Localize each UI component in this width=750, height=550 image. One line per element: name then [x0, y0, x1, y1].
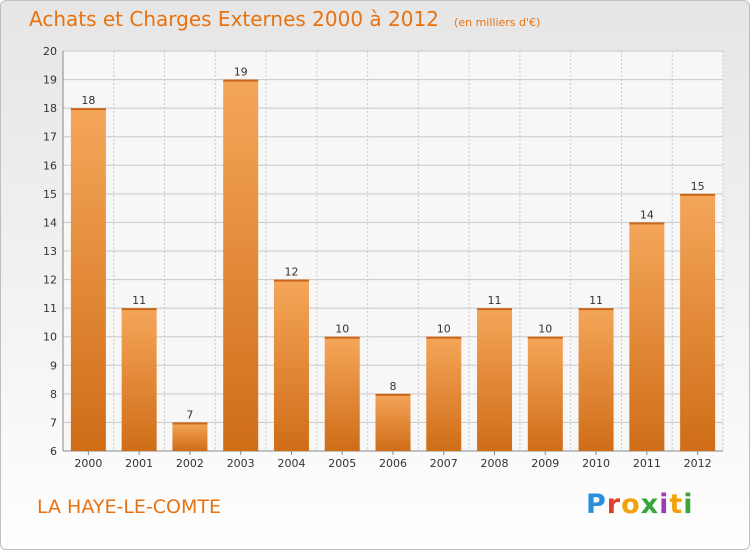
- bar-value-label: 10: [335, 323, 349, 336]
- y-tick-label: 7: [50, 416, 57, 429]
- bar: [629, 222, 665, 451]
- proxiti-logo[interactable]: Proxiti: [586, 489, 694, 520]
- bar-top-edge: [527, 336, 563, 339]
- x-tick-label: 2000: [74, 457, 102, 470]
- y-tick-label: 12: [43, 274, 57, 287]
- y-tick-label: 8: [50, 388, 57, 401]
- y-tick-label: 13: [43, 245, 57, 258]
- y-tick-label: 16: [43, 159, 57, 172]
- bar-top-edge: [273, 279, 309, 282]
- bar: [70, 108, 106, 452]
- x-tick-label: 2005: [328, 457, 356, 470]
- bar-top-edge: [121, 308, 157, 311]
- bar-top-edge: [680, 193, 716, 196]
- bar-top-edge: [629, 222, 665, 225]
- bar-value-label: 11: [488, 294, 502, 307]
- bar: [324, 336, 360, 451]
- bar-value-label: 11: [589, 294, 603, 307]
- x-tick-label: 2012: [684, 457, 712, 470]
- bar: [223, 79, 259, 452]
- y-tick-label: 15: [43, 188, 57, 201]
- bar-top-edge: [578, 308, 614, 311]
- bar: [578, 308, 614, 451]
- y-tick-label: 19: [43, 74, 57, 87]
- y-tick-label: 6: [50, 445, 57, 458]
- y-tick-label: 11: [43, 302, 57, 315]
- bar-value-label: 18: [81, 94, 95, 107]
- bar-value-label: 15: [691, 180, 705, 193]
- x-tick-label: 2006: [379, 457, 407, 470]
- bar: [680, 193, 716, 451]
- bar-top-edge: [375, 393, 411, 396]
- bar-value-label: 12: [284, 266, 298, 279]
- y-tick-label: 14: [43, 216, 57, 229]
- bar-value-label: 10: [437, 323, 451, 336]
- bar: [121, 308, 157, 451]
- bar-top-edge: [324, 336, 360, 339]
- bar-top-edge: [426, 336, 462, 339]
- x-tick-label: 2009: [531, 457, 559, 470]
- bar-value-label: 10: [538, 323, 552, 336]
- bar-value-label: 7: [186, 408, 193, 421]
- x-tick-label: 2003: [227, 457, 255, 470]
- bar: [375, 393, 411, 451]
- bar-top-edge: [477, 308, 513, 311]
- y-tick-label: 17: [43, 131, 57, 144]
- chart-title: Achats et Charges Externes 2000 à 2012: [29, 7, 439, 31]
- x-tick-label: 2010: [582, 457, 610, 470]
- bar-top-edge: [70, 108, 106, 111]
- x-tick-label: 2001: [125, 457, 153, 470]
- x-tick-label: 2011: [633, 457, 661, 470]
- title-row: Achats et Charges Externes 2000 à 2012 (…: [29, 7, 540, 31]
- bar: [273, 279, 309, 451]
- x-tick-label: 2002: [176, 457, 204, 470]
- y-tick-label: 9: [50, 359, 57, 372]
- x-tick-label: 2004: [277, 457, 305, 470]
- bar: [477, 308, 513, 451]
- bar-top-edge: [223, 79, 259, 82]
- x-tick-label: 2008: [481, 457, 509, 470]
- bar-value-label: 8: [390, 380, 397, 393]
- bar-value-label: 14: [640, 208, 654, 221]
- bar-value-label: 19: [234, 66, 248, 79]
- bar: [426, 336, 462, 451]
- bar-layer: [70, 79, 716, 452]
- bar-top-edge: [172, 422, 208, 425]
- y-tick-label: 18: [43, 102, 57, 115]
- bar: [527, 336, 563, 451]
- label-layer: 18 2000 11 2001 7 2002 19 2003 12 2004 10 2005 8 2006…: [74, 66, 711, 470]
- y-tick-label: 10: [43, 331, 57, 344]
- x-tick-label: 2007: [430, 457, 458, 470]
- bar: [172, 422, 208, 451]
- commune-name: LA HAYE-LE-COMTE: [37, 496, 222, 518]
- y-tick-label: 20: [43, 45, 57, 58]
- chart-subtitle: (en milliers d'€): [454, 16, 541, 29]
- bar-value-label: 11: [132, 294, 146, 307]
